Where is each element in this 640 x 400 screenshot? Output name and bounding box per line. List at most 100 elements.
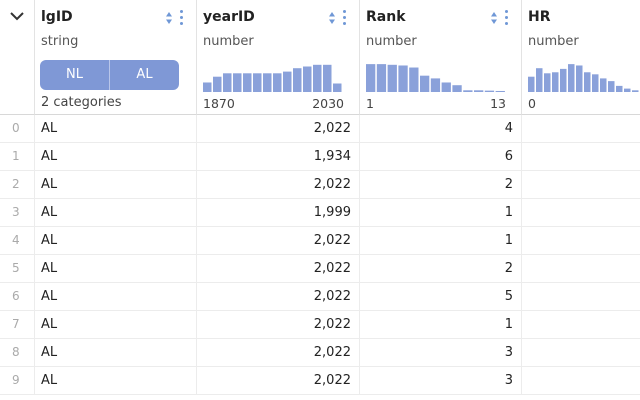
cell-yearid[interactable]: 2,022 xyxy=(197,339,360,366)
cell-lgid[interactable]: AL xyxy=(35,199,197,226)
histogram-bar[interactable] xyxy=(560,68,567,92)
sort-icon[interactable] xyxy=(165,11,173,25)
cell-rank[interactable]: 5 xyxy=(360,283,522,310)
histogram-yearid[interactable] xyxy=(203,58,344,92)
histogram-bar[interactable] xyxy=(592,74,599,92)
histogram-bar[interactable] xyxy=(624,88,631,92)
cell-lgid[interactable]: AL xyxy=(35,367,197,394)
cell-hr[interactable] xyxy=(522,311,640,338)
table-row[interactable]: 5 AL 2,022 2 xyxy=(0,255,640,283)
column-header-yearid[interactable]: yearID number 1870 2030 xyxy=(197,0,360,115)
histogram-bar[interactable] xyxy=(253,73,262,92)
cell-lgid[interactable]: AL xyxy=(35,339,197,366)
cell-yearid[interactable]: 2,022 xyxy=(197,283,360,310)
column-menu-icon[interactable] xyxy=(180,10,184,26)
column-header-lgid[interactable]: lgID string NL AL 2 categories xyxy=(35,0,197,115)
histogram-bar[interactable] xyxy=(398,65,408,92)
table-row[interactable]: 7 AL 2,022 1 xyxy=(0,311,640,339)
cell-yearid[interactable]: 1,934 xyxy=(197,143,360,170)
histogram-bar[interactable] xyxy=(544,73,551,92)
histogram-bar[interactable] xyxy=(223,73,232,92)
histogram-bar[interactable] xyxy=(203,82,212,92)
histogram-bar[interactable] xyxy=(552,72,559,92)
cell-yearid[interactable]: 2,022 xyxy=(197,367,360,394)
histogram-bar[interactable] xyxy=(263,73,272,92)
column-header-hr[interactable]: HR number 0 xyxy=(522,0,640,115)
cell-rank[interactable]: 3 xyxy=(360,339,522,366)
histogram-bar[interactable] xyxy=(441,82,451,92)
cell-yearid[interactable]: 2,022 xyxy=(197,115,360,142)
cell-yearid[interactable]: 2,022 xyxy=(197,311,360,338)
row-index[interactable]: 8 xyxy=(0,339,35,366)
column-menu-icon[interactable] xyxy=(505,10,509,26)
table-row[interactable]: 0 AL 2,022 4 xyxy=(0,115,640,143)
cell-hr[interactable] xyxy=(522,367,640,394)
histogram-bar[interactable] xyxy=(283,71,292,92)
row-index[interactable]: 4 xyxy=(0,227,35,254)
sort-icon[interactable] xyxy=(328,11,336,25)
histogram-bar[interactable] xyxy=(484,90,495,92)
cell-rank[interactable]: 1 xyxy=(360,227,522,254)
chevron-down-icon[interactable] xyxy=(9,11,25,21)
category-al[interactable]: AL xyxy=(109,60,179,90)
histogram-bar[interactable] xyxy=(536,68,543,92)
cell-rank[interactable]: 2 xyxy=(360,255,522,282)
cell-rank[interactable]: 3 xyxy=(360,367,522,394)
histogram-bar[interactable] xyxy=(273,73,282,92)
histogram-bar[interactable] xyxy=(376,64,387,92)
row-index[interactable]: 6 xyxy=(0,283,35,310)
histogram-bar[interactable] xyxy=(452,85,462,92)
histogram-bar[interactable] xyxy=(600,78,607,92)
cell-rank[interactable]: 6 xyxy=(360,143,522,170)
cell-yearid[interactable]: 2,022 xyxy=(197,171,360,198)
histogram-bar[interactable] xyxy=(293,68,302,92)
histogram-bar[interactable] xyxy=(576,65,583,92)
histogram-bar[interactable] xyxy=(568,64,575,92)
cell-rank[interactable]: 2 xyxy=(360,171,522,198)
row-index[interactable]: 3 xyxy=(0,199,35,226)
cell-yearid[interactable]: 1,999 xyxy=(197,199,360,226)
row-index[interactable]: 9 xyxy=(0,367,35,394)
category-nl[interactable]: NL xyxy=(66,67,83,82)
histogram-bar[interactable] xyxy=(616,85,623,92)
cell-hr[interactable] xyxy=(522,255,640,282)
histogram-bar[interactable] xyxy=(420,75,430,92)
histogram-bar[interactable] xyxy=(528,76,535,92)
column-menu-icon[interactable] xyxy=(343,10,347,26)
cell-hr[interactable] xyxy=(522,199,640,226)
cell-yearid[interactable]: 2,022 xyxy=(197,255,360,282)
table-row[interactable]: 4 AL 2,022 1 xyxy=(0,227,640,255)
histogram-bar[interactable] xyxy=(233,73,242,92)
histogram-rank[interactable] xyxy=(366,58,507,92)
table-row[interactable]: 3 AL 1,999 1 xyxy=(0,199,640,227)
column-header-rank[interactable]: Rank number 1 13 xyxy=(360,0,522,115)
cell-yearid[interactable]: 2,022 xyxy=(197,227,360,254)
category-bar[interactable]: NL AL xyxy=(40,60,179,90)
cell-lgid[interactable]: AL xyxy=(35,227,197,254)
cell-rank[interactable]: 1 xyxy=(360,311,522,338)
cell-lgid[interactable]: AL xyxy=(35,311,197,338)
histogram-bar[interactable] xyxy=(243,73,252,92)
histogram-bar[interactable] xyxy=(632,90,639,92)
table-row[interactable]: 8 AL 2,022 3 xyxy=(0,339,640,367)
table-row[interactable]: 6 AL 2,022 5 xyxy=(0,283,640,311)
histogram-bar[interactable] xyxy=(584,72,591,92)
cell-lgid[interactable]: AL xyxy=(35,115,197,142)
histogram-bar[interactable] xyxy=(213,76,222,92)
histogram-bar[interactable] xyxy=(430,78,441,92)
histogram-bar[interactable] xyxy=(313,64,322,92)
table-row[interactable]: 9 AL 2,022 3 xyxy=(0,367,640,395)
row-index[interactable]: 2 xyxy=(0,171,35,198)
cell-hr[interactable] xyxy=(522,115,640,142)
cell-lgid[interactable]: AL xyxy=(35,143,197,170)
cell-hr[interactable] xyxy=(522,171,640,198)
histogram-bar[interactable] xyxy=(474,90,484,92)
row-index[interactable]: 7 xyxy=(0,311,35,338)
row-index[interactable]: 1 xyxy=(0,143,35,170)
histogram-bar[interactable] xyxy=(409,67,419,92)
histogram-bar[interactable] xyxy=(463,90,473,92)
cell-hr[interactable] xyxy=(522,227,640,254)
cell-lgid[interactable]: AL xyxy=(35,283,197,310)
cell-lgid[interactable]: AL xyxy=(35,255,197,282)
histogram-bar[interactable] xyxy=(323,64,332,92)
